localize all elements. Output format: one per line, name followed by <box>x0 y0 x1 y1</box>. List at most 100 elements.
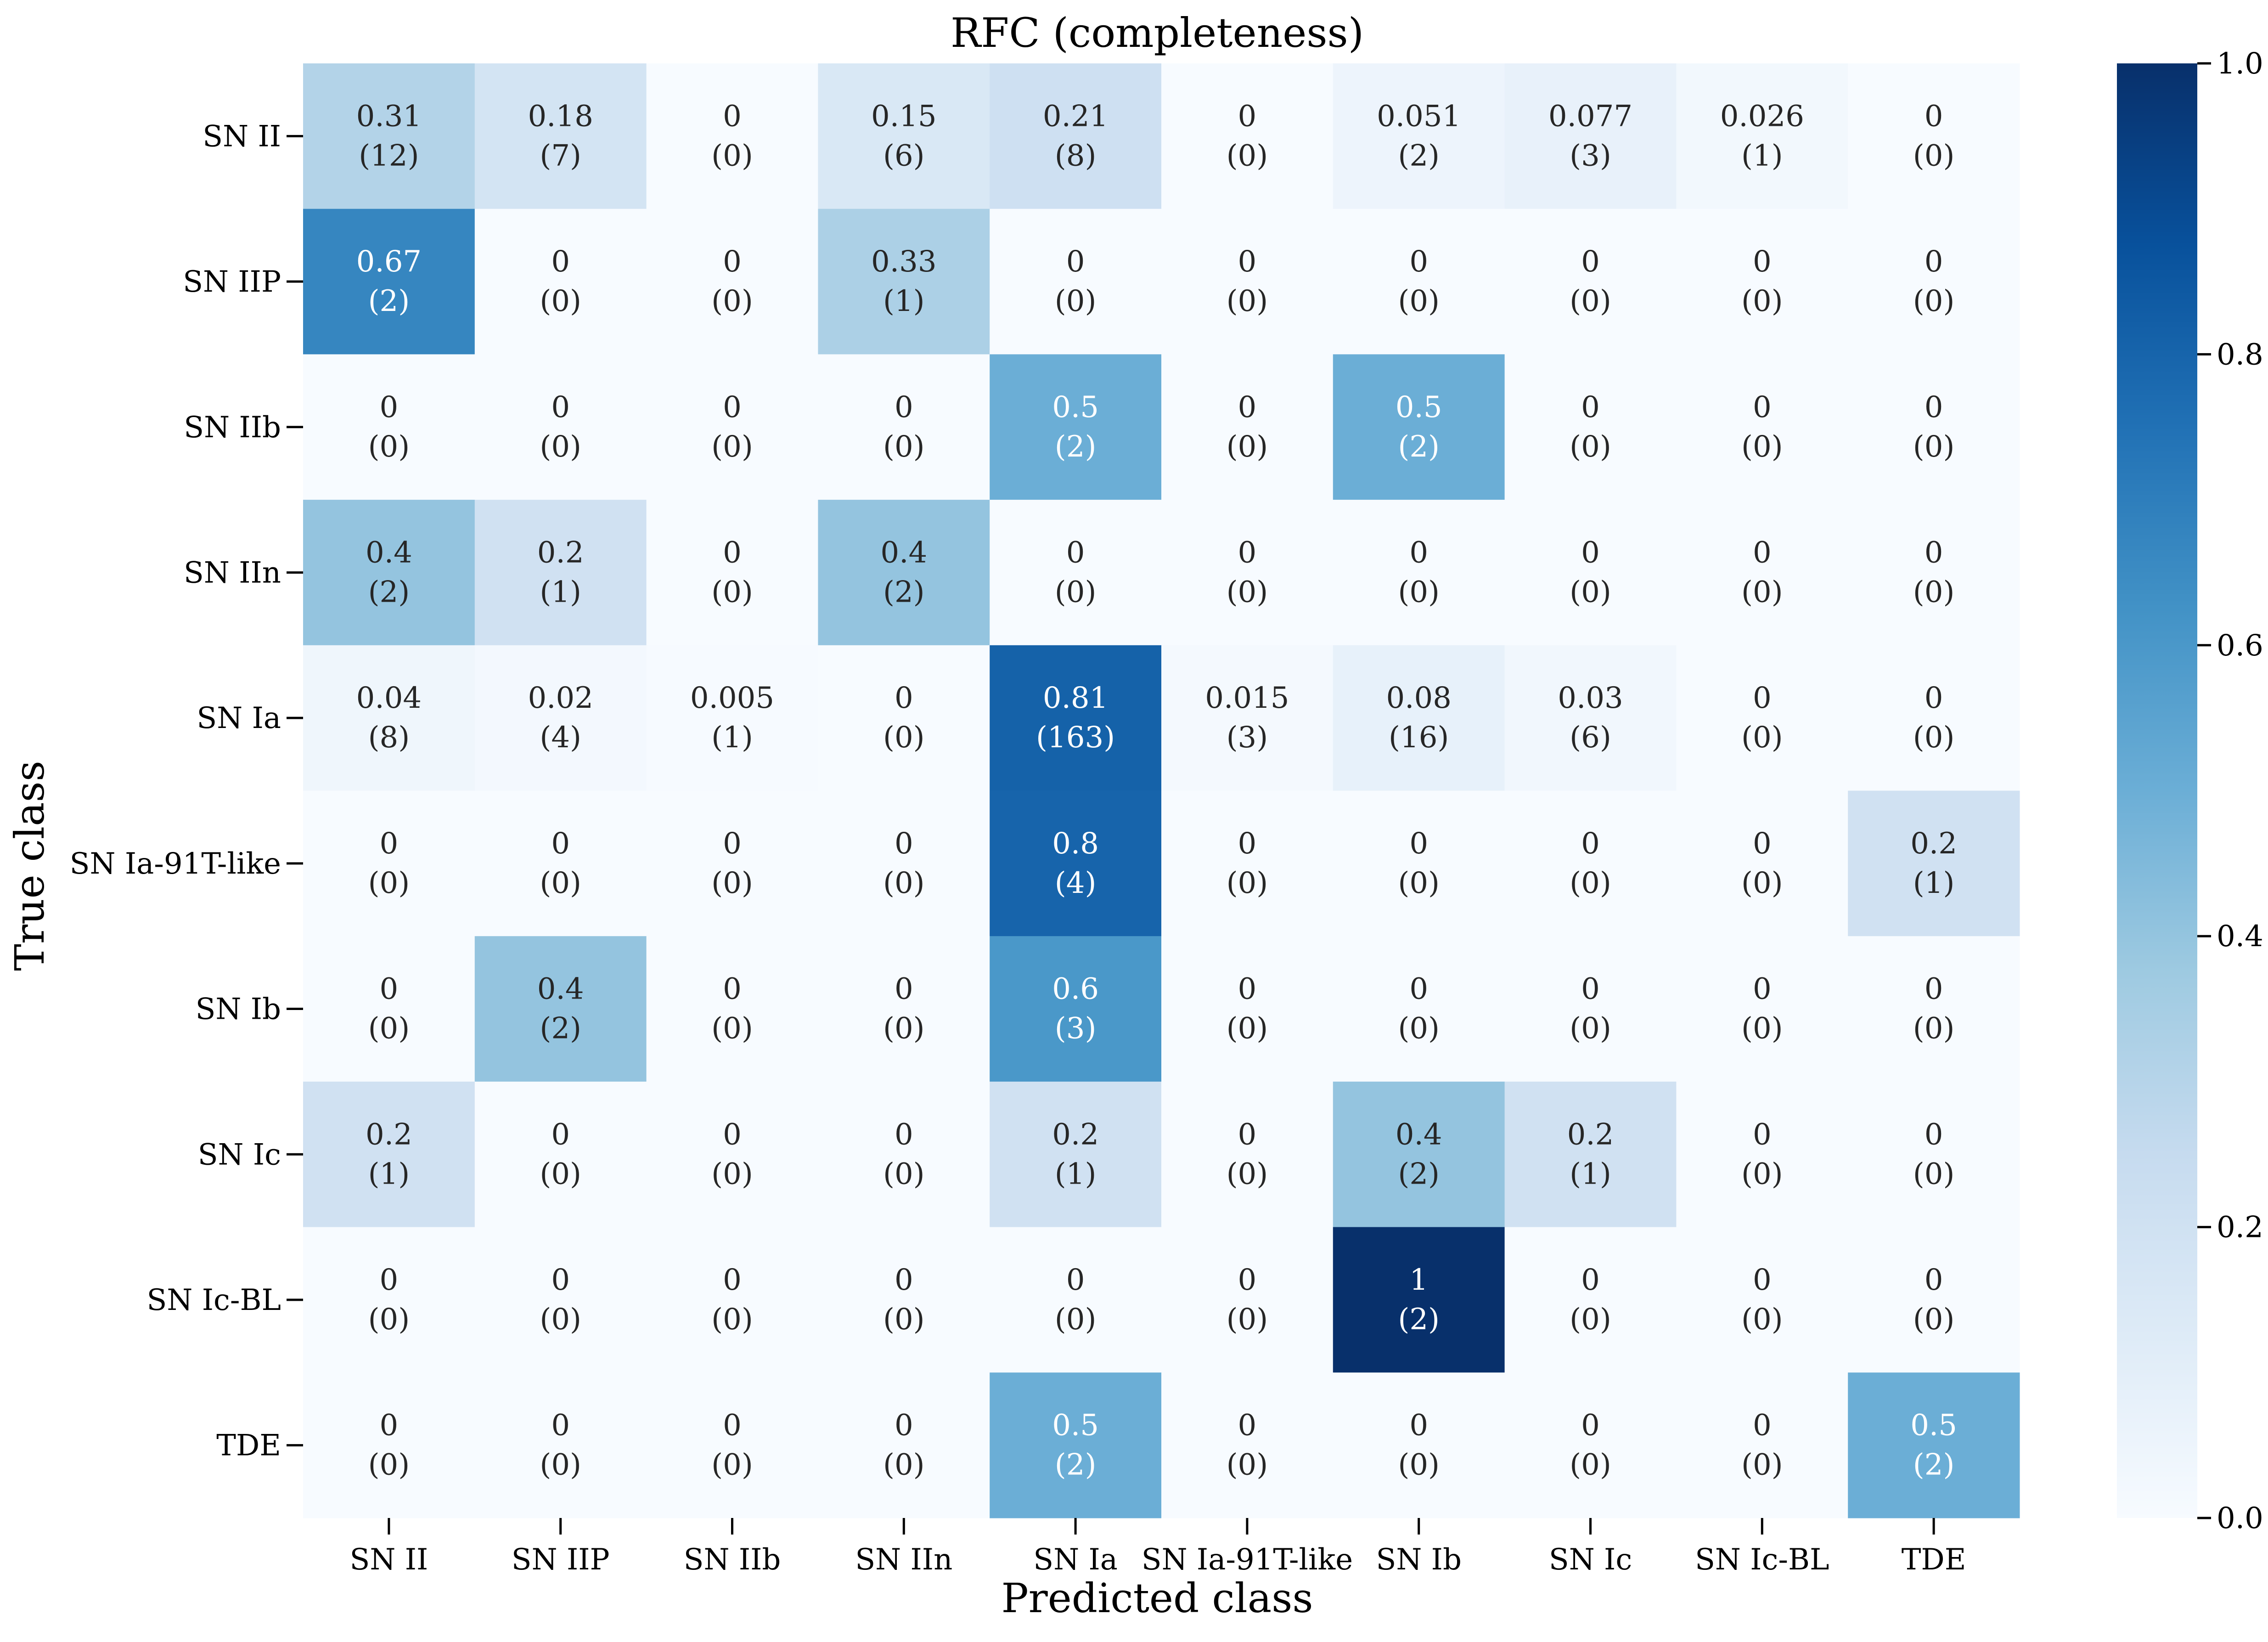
cell-value-label: 0 <box>1753 681 1772 715</box>
y-tick-label: SN IIP <box>183 265 281 299</box>
heatmap-cells <box>303 63 2020 1518</box>
heatmap-cell <box>818 209 990 355</box>
cell-value-label: 0 <box>1238 1117 1257 1151</box>
cell-value-label: 0 <box>1581 536 1600 570</box>
cell-value-label: 0.005 <box>690 681 774 715</box>
cell-value-label: 0 <box>1238 1409 1257 1443</box>
cell-count-label: (0) <box>883 721 925 755</box>
cell-count-label: (6) <box>883 139 925 173</box>
cell-count-label: (0) <box>711 139 753 173</box>
colorbar-tick-label: 0.4 <box>2217 920 2263 954</box>
cell-count-label: (0) <box>368 866 410 900</box>
cell-value-label: 0 <box>380 1409 399 1443</box>
cell-count-label: (0) <box>711 1448 753 1482</box>
cell-count-label: (3) <box>1570 139 1611 173</box>
heatmap-cell <box>1676 790 1848 937</box>
cell-count-label: (0) <box>1913 1012 1955 1046</box>
cell-count-label: (0) <box>540 1448 581 1482</box>
cell-count-label: (1) <box>540 575 581 609</box>
heatmap-cell <box>646 500 818 646</box>
heatmap-cell <box>474 645 647 791</box>
cell-value-label: 0 <box>1409 1409 1428 1443</box>
x-tick-label: SN Ia <box>1033 1543 1118 1577</box>
heatmap-cell <box>1333 209 1505 355</box>
heatmap-cell <box>303 354 475 500</box>
x-tick-label: SN Ia-91T-like <box>1142 1543 1353 1577</box>
cell-count-label: (0) <box>1913 575 1955 609</box>
y-tick-label: SN Ia-91T-like <box>70 847 281 881</box>
cell-count-label: (0) <box>1570 1448 1611 1482</box>
heatmap-cell <box>1333 936 1505 1082</box>
heatmap-cell <box>1161 209 1334 355</box>
heatmap-cell <box>1333 1372 1505 1518</box>
cell-count-label: (0) <box>1570 284 1611 318</box>
cell-value-label: 0 <box>895 972 913 1006</box>
cell-count-label: (0) <box>711 1012 753 1046</box>
colorbar-tick-label: 0.0 <box>2217 1501 2263 1535</box>
heatmap-cell <box>1161 63 1334 209</box>
cell-count-label: (0) <box>1570 1303 1611 1337</box>
cell-value-label: 0 <box>1925 536 1943 570</box>
cell-count-label: (0) <box>1570 1012 1611 1046</box>
colorbar: 0.0 0.2 0.4 0.6 0.8 1.0 <box>2117 47 2263 1535</box>
cell-value-label: 0 <box>1581 245 1600 279</box>
cell-count-label: (0) <box>883 1157 925 1191</box>
heatmap-cell <box>303 936 475 1082</box>
heatmap-cell <box>1333 1081 1505 1228</box>
heatmap-cell <box>303 790 475 937</box>
y-axis-ticks: SN II SN IIP SN IIb SN IIn SN Ia SN Ia-91T-li… <box>70 119 303 1463</box>
heatmap-cell <box>1161 500 1334 646</box>
cell-count-label: (163) <box>1036 721 1115 755</box>
cell-count-label: (0) <box>368 1303 410 1337</box>
heatmap-cell <box>990 1227 1162 1373</box>
cell-value-label: 0.4 <box>1396 1117 1442 1151</box>
y-tick-label: SN Ia <box>197 701 281 735</box>
cell-count-label: (0) <box>883 1448 925 1482</box>
chart-title: RFC (completeness) <box>951 9 1364 56</box>
cell-value-label: 0 <box>1238 245 1257 279</box>
cell-value-label: 0 <box>1925 681 1943 715</box>
cell-count-label: (0) <box>883 1012 925 1046</box>
cell-value-label: 0.015 <box>1205 681 1289 715</box>
heatmap-cell <box>646 1227 818 1373</box>
cell-value-label: 0.4 <box>366 536 412 570</box>
cell-count-label: (0) <box>1741 1157 1783 1191</box>
heatmap-cell <box>1676 63 1848 209</box>
cell-value-label: 0.5 <box>1052 1409 1099 1443</box>
cell-count-label: (3) <box>1227 721 1268 755</box>
cell-value-label: 0.08 <box>1386 681 1452 715</box>
heatmap-cell <box>1504 354 1677 500</box>
cell-count-label: (0) <box>1570 575 1611 609</box>
cell-count-label: (1) <box>1913 866 1955 900</box>
heatmap-cell <box>1333 1227 1505 1373</box>
cell-value-label: 0.2 <box>537 536 584 570</box>
heatmap-cell <box>474 63 647 209</box>
heatmap-cell <box>990 209 1162 355</box>
heatmap-cell <box>474 1372 647 1518</box>
cell-value-label: 0 <box>723 99 742 133</box>
heatmap-cell <box>1161 1081 1334 1228</box>
cell-value-label: 0.2 <box>366 1117 412 1151</box>
heatmap-cell <box>818 354 990 500</box>
cell-count-label: (0) <box>1398 1448 1440 1482</box>
cell-value-label: 0 <box>551 1409 570 1443</box>
cell-count-label: (0) <box>883 1303 925 1337</box>
cell-value-label: 0.31 <box>356 99 422 133</box>
cell-value-label: 0 <box>1753 827 1772 861</box>
x-tick-label: SN IIP <box>512 1543 610 1577</box>
cell-count-label: (2) <box>1055 1448 1097 1482</box>
heatmap-cell <box>1333 354 1505 500</box>
cell-count-label: (4) <box>540 721 581 755</box>
cell-count-label: (0) <box>1741 1448 1783 1482</box>
cell-value-label: 0 <box>551 1117 570 1151</box>
cell-count-label: (0) <box>1741 284 1783 318</box>
cell-count-label: (0) <box>1741 1012 1783 1046</box>
cell-count-label: (0) <box>1741 575 1783 609</box>
cell-count-label: (6) <box>1570 721 1611 755</box>
cell-count-label: (2) <box>1398 1157 1440 1191</box>
heatmap-cell <box>474 790 647 937</box>
colorbar-tick-label: 0.8 <box>2217 338 2263 372</box>
cell-value-label: 0 <box>1753 536 1772 570</box>
cell-value-label: 0 <box>723 1263 742 1297</box>
